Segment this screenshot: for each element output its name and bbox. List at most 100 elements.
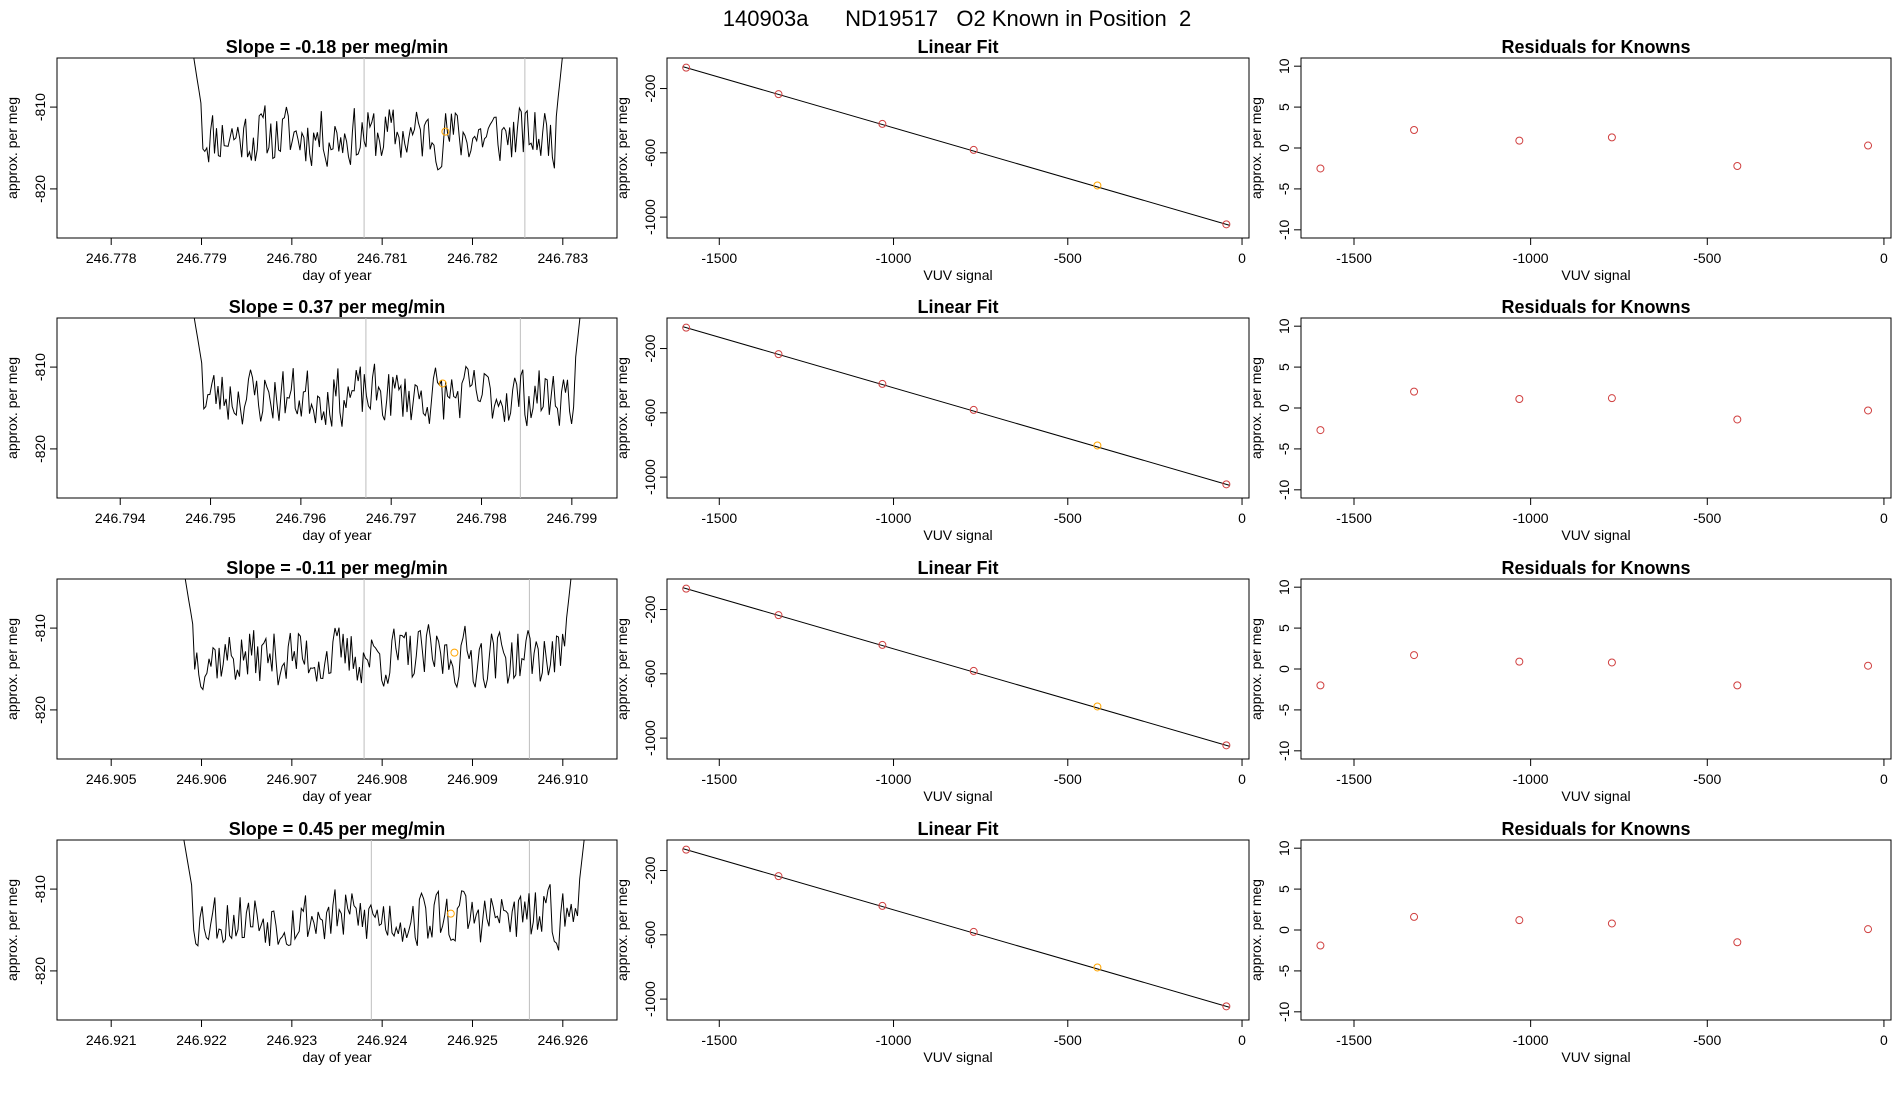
y-axis-label: approx. per meg [4, 97, 20, 199]
x-tick-label: -500 [1693, 1032, 1721, 1048]
data-point [878, 901, 887, 910]
plot-area [193, 58, 563, 238]
data-point [878, 640, 887, 649]
data-point [774, 872, 783, 881]
x-tick-label: -1500 [701, 250, 737, 266]
x-tick-label: 246.778 [86, 250, 137, 266]
panel-title: Linear Fit [917, 37, 998, 57]
data-point [1607, 919, 1616, 928]
data-point [1607, 658, 1616, 667]
plot-frame [666, 578, 1250, 760]
data-point [774, 611, 783, 620]
data-point [682, 584, 691, 593]
data-point [682, 845, 691, 854]
data-point [1410, 912, 1419, 921]
y-axis-label: approx. per meg [4, 618, 20, 720]
data-point [1222, 220, 1231, 229]
x-axis-label: day of year [302, 788, 372, 804]
plot-area [1316, 387, 1873, 435]
x-tick-label: -500 [1054, 771, 1082, 787]
y-tick-label: 5 [1276, 885, 1292, 893]
y-tick-label: 0 [1276, 665, 1292, 673]
x-tick-label: 0 [1238, 510, 1246, 526]
x-tick-label: -1000 [876, 510, 912, 526]
reference-point [446, 909, 455, 918]
x-tick-label: -500 [1693, 771, 1721, 787]
data-point [682, 63, 691, 72]
y-tick-label: -810 [32, 93, 48, 121]
data-point [1607, 394, 1616, 403]
y-axis-label: approx. per meg [614, 97, 630, 199]
y-axis-label: approx. per meg [614, 879, 630, 981]
data-point-highlight [1093, 441, 1102, 450]
plot-frame [56, 57, 618, 239]
plot-area [1316, 912, 1873, 950]
x-tick-label: 246.910 [538, 771, 589, 787]
y-tick-label: 10 [1276, 579, 1292, 595]
y-axis-label: approx. per meg [1248, 618, 1264, 720]
y-tick-label: -200 [642, 74, 658, 102]
x-tick-label: 246.921 [86, 1032, 137, 1048]
panel-title: Linear Fit [917, 819, 998, 839]
x-axis-label: VUV signal [923, 788, 992, 804]
panel-r4-c3: Residuals for Knowns -1500 -1000 -500 0 VUV s… [1248, 819, 1892, 1065]
panel-title: Residuals for Knowns [1501, 297, 1690, 317]
x-tick-label: 246.798 [456, 510, 507, 526]
signal-trace [193, 58, 563, 171]
x-tick-label: 246.908 [357, 771, 408, 787]
panel-title: Residuals for Knowns [1501, 37, 1690, 57]
y-axis-label: approx. per meg [4, 357, 20, 459]
plot-area [1316, 126, 1873, 173]
data-point [1222, 741, 1231, 750]
plot-frame [1300, 317, 1892, 499]
y-tick-label: -5 [1276, 964, 1292, 977]
y-tick-label: -820 [32, 696, 48, 724]
data-point [969, 927, 978, 936]
data-point [1864, 406, 1873, 415]
y-tick-label: -820 [32, 175, 48, 203]
plot-frame [56, 578, 618, 760]
x-tick-label: -1500 [701, 771, 737, 787]
data-point [1316, 426, 1325, 435]
y-axis-label: approx. per meg [614, 618, 630, 720]
reference-point [450, 648, 459, 657]
y-tick-label: -1000 [642, 199, 658, 235]
x-tick-label: -500 [1054, 1032, 1082, 1048]
reference-point [441, 127, 450, 136]
data-point [1316, 681, 1325, 690]
data-point [969, 145, 978, 154]
x-tick-label: 246.925 [447, 1032, 498, 1048]
plot-area [682, 584, 1231, 750]
y-tick-label: -810 [32, 614, 48, 642]
x-tick-label: -500 [1054, 510, 1082, 526]
panel-r1-c3: Residuals for Knowns -1500 -1000 -500 0 VUV s… [1248, 37, 1892, 283]
data-point [878, 119, 887, 128]
data-point [878, 379, 887, 388]
data-point [1410, 387, 1419, 396]
signal-trace [193, 318, 581, 427]
signal-trace [183, 840, 585, 951]
figure-header: 140903a ND19517 O2 Known in Position 2 [723, 6, 1191, 31]
x-tick-label: 0 [1880, 1032, 1888, 1048]
y-tick-label: -10 [1276, 219, 1292, 239]
plot-frame [666, 317, 1250, 499]
y-tick-label: 5 [1276, 103, 1292, 111]
data-point [1607, 133, 1616, 142]
data-point [1733, 162, 1742, 170]
panel-r2-c3: Residuals for Knowns -1500 -1000 -500 0 VUV s… [1248, 297, 1892, 543]
x-tick-label: -1000 [876, 1032, 912, 1048]
y-tick-label: -1000 [642, 459, 658, 495]
data-point [1222, 480, 1231, 489]
y-axis-label: approx. per meg [1248, 97, 1264, 199]
data-point [1222, 1002, 1231, 1011]
signal-trace [184, 579, 572, 691]
x-tick-label: -1000 [1513, 510, 1549, 526]
data-point-highlight [1093, 181, 1102, 190]
data-point [1733, 681, 1742, 690]
x-tick-label: -1500 [1336, 250, 1372, 266]
plot-frame [666, 839, 1250, 1021]
panel-r3-c3: Residuals for Knowns -1500 -1000 -500 0 VUV s… [1248, 558, 1892, 804]
x-axis-label: day of year [302, 1049, 372, 1065]
x-tick-label: -1000 [1513, 1032, 1549, 1048]
y-axis-label: approx. per meg [1248, 357, 1264, 459]
